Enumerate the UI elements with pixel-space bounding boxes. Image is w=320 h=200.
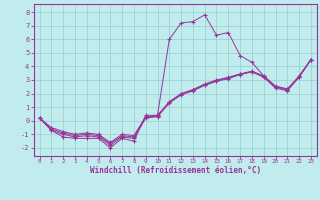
X-axis label: Windchill (Refroidissement éolien,°C): Windchill (Refroidissement éolien,°C) [90,166,261,175]
